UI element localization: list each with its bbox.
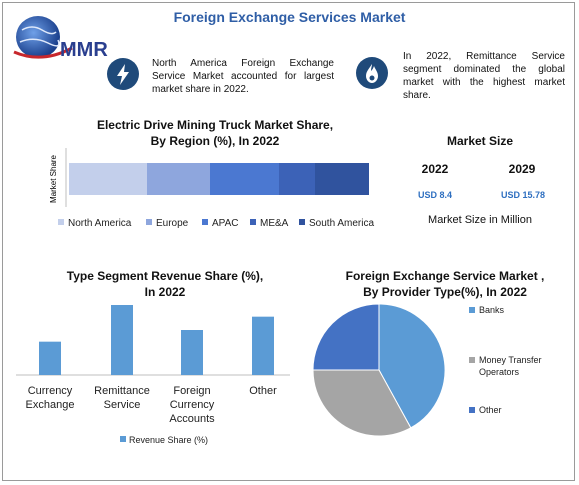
- type-legend-label: Revenue Share (%): [129, 435, 208, 445]
- region-legend-label-1: Europe: [156, 218, 189, 229]
- pie-legend-label-2: Other: [479, 405, 502, 415]
- type-bar-2: [181, 330, 203, 375]
- region-legend-label-4: South America: [309, 218, 374, 229]
- region-legend-swatch-2: [202, 219, 208, 225]
- type-bar-1: [111, 305, 133, 375]
- pie-legend-swatch-1: [469, 357, 475, 363]
- market-size-title: Market Size: [446, 134, 514, 148]
- pie-slice-2: [312, 303, 380, 371]
- type-segment-chart: Currency Exchange Remittance Service Foreign…: [16, 305, 290, 445]
- region-legend-label-3: ME&A: [260, 218, 289, 229]
- pie-slice-0: [378, 303, 446, 429]
- region-share-chart: Market Share North America Europe APAC ME&A S…: [49, 148, 374, 229]
- provider-type-pie: Banks Money Transfer Operators Other: [312, 303, 542, 437]
- region-legend-swatch-3: [250, 219, 256, 225]
- page-title: Foreign Exchange Services Market: [173, 9, 406, 25]
- type-category-label-1: Remittance Service: [94, 385, 150, 411]
- pie-slice-1: [312, 369, 412, 437]
- mmr-logo: MMR: [12, 10, 122, 62]
- region-legend-label-2: APAC: [212, 218, 239, 229]
- infographic-frame: [2, 2, 575, 481]
- info-left-text: North America Foreign Exchange Service M…: [152, 58, 334, 95]
- region-legend-label-0: North America: [68, 218, 132, 229]
- market-value-2029: USD 15.78: [500, 190, 546, 200]
- lightning-icon: [107, 58, 139, 90]
- type-category-label-0: Currency Exchange: [26, 385, 75, 411]
- market-year-2029: 2029: [508, 162, 536, 176]
- region-legend-swatch-1: [146, 219, 152, 225]
- provider-chart-title: Foreign Exchange Service Market , By Pro…: [345, 269, 545, 299]
- region-chart-title: Electric Drive Mining Truck Market Share…: [96, 118, 334, 148]
- region-bar-3: [279, 163, 315, 195]
- globe-logo-icon: MMR: [13, 16, 108, 61]
- flame-icon: [356, 57, 388, 89]
- region-legend-swatch-0: [58, 219, 64, 225]
- type-chart-title: Type Segment Revenue Share (%), In 2022: [66, 269, 264, 299]
- pie-legend-swatch-0: [469, 307, 475, 313]
- region-bar-4: [315, 163, 369, 195]
- type-bar-0: [39, 341, 61, 375]
- type-category-label-2: Foreign Currency Accounts: [169, 385, 215, 425]
- region-bar-1: [147, 163, 210, 195]
- pie-legend-label-0: Banks: [479, 305, 505, 315]
- info-right-text: In 2022, Remittance Service segment domi…: [403, 51, 565, 101]
- market-value-2022: USD 8.4: [417, 190, 452, 200]
- region-chart-ylabel: Market Share: [49, 154, 58, 203]
- type-bar-3: [252, 316, 274, 375]
- type-legend-swatch: [120, 436, 126, 442]
- pie-legend-swatch-2: [469, 407, 475, 413]
- market-size-unit: Market Size in Million: [428, 214, 532, 226]
- type-category-label-3: Other: [249, 385, 277, 397]
- logo-text: MMR: [60, 39, 108, 61]
- pie-legend-label-1: Money Transfer Operators: [479, 355, 542, 377]
- region-legend-swatch-4: [299, 219, 305, 225]
- market-year-2022: 2022: [421, 162, 449, 176]
- region-bar-2: [210, 163, 279, 195]
- region-bar-0: [69, 163, 147, 195]
